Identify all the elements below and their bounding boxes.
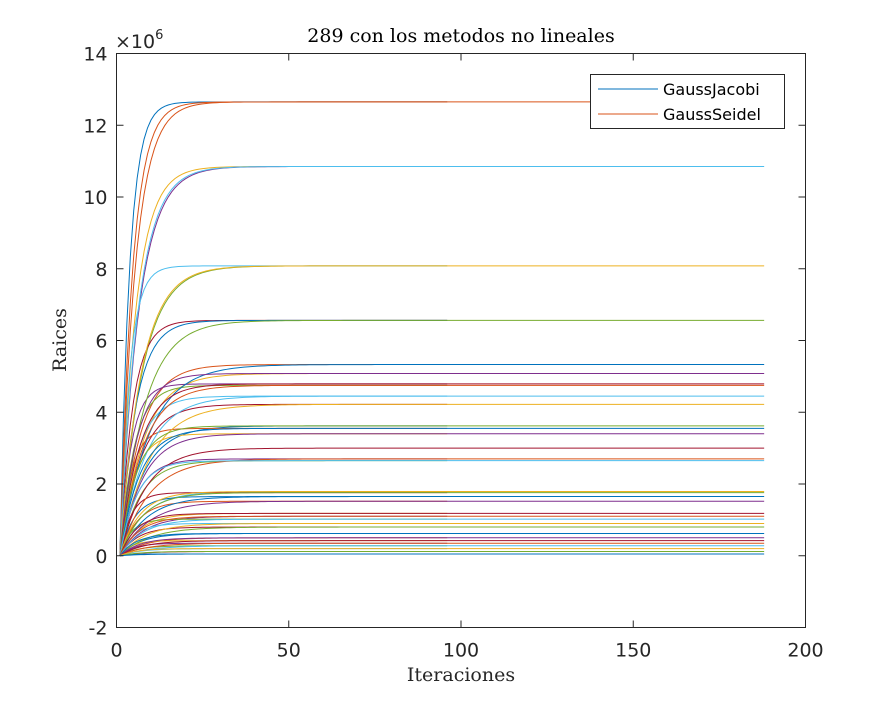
series-line xyxy=(119,522,765,557)
series-line xyxy=(119,550,765,557)
y-tick-label: 14 xyxy=(83,44,107,66)
series-line xyxy=(119,460,765,556)
series-line xyxy=(119,319,765,556)
legend-label-gaussseidel: GaussSeidel xyxy=(663,105,761,124)
y-tick-label: 6 xyxy=(95,331,107,353)
series-line xyxy=(119,533,765,557)
series-line xyxy=(119,373,765,556)
legend-label-gaussjacobi: GaussJacobi xyxy=(663,80,760,99)
y-axis-multiplier: ×106 xyxy=(115,28,163,53)
series-line xyxy=(119,515,765,556)
series-gaussseidel xyxy=(119,101,765,557)
x-axis-label: Iteraciones xyxy=(407,664,515,686)
series-line xyxy=(119,491,765,556)
series-line xyxy=(119,403,765,556)
series-line xyxy=(119,395,765,556)
legend-box xyxy=(590,74,785,129)
series-line xyxy=(119,383,765,556)
x-tick-label: 150 xyxy=(615,640,651,662)
chart-title: 289 con los metodos no lineales xyxy=(307,25,614,47)
x-axis-ticks: 0 50 100 150 200 xyxy=(110,53,824,662)
y-tick-label: 2 xyxy=(95,474,107,496)
x-tick-label: 0 xyxy=(110,640,122,662)
legend: GaussJacobi GaussSeidel xyxy=(590,74,785,129)
series-line xyxy=(119,384,765,556)
x-tick-label: 50 xyxy=(277,640,301,662)
series-line xyxy=(119,526,765,557)
y-tick-label: 4 xyxy=(95,402,107,424)
series-line xyxy=(119,545,765,557)
series-line xyxy=(119,492,765,556)
series-line xyxy=(119,166,765,556)
series-line xyxy=(119,548,765,557)
series-line xyxy=(119,265,765,556)
series-line xyxy=(119,364,765,556)
series-line xyxy=(119,512,765,556)
series-line xyxy=(119,447,765,556)
series-line xyxy=(119,500,765,556)
x-tick-label: 200 xyxy=(787,640,823,662)
series-line xyxy=(119,537,765,557)
series-line xyxy=(119,425,765,556)
series-line xyxy=(119,433,765,556)
series-line xyxy=(119,518,765,557)
y-axis-label: Raices xyxy=(49,308,71,372)
y-multiplier-exponent: 6 xyxy=(155,28,163,43)
y-tick-label: 12 xyxy=(83,115,107,137)
y-tick-label: 8 xyxy=(95,259,107,281)
y-tick-label: 10 xyxy=(83,187,107,209)
y-tick-label: -2 xyxy=(89,618,108,640)
series-line xyxy=(119,496,765,556)
series-line xyxy=(119,427,765,556)
x-tick-label: 100 xyxy=(443,640,479,662)
y-tick-label: 0 xyxy=(95,546,107,568)
series-line xyxy=(119,540,765,557)
y-multiplier-base: ×10 xyxy=(115,31,155,53)
plot-area xyxy=(116,53,806,628)
series-line xyxy=(119,553,765,557)
y-axis-ticks: -2 0 2 4 6 8 10 12 14 xyxy=(83,44,806,640)
series-layer xyxy=(119,101,765,557)
series-line xyxy=(119,542,765,557)
